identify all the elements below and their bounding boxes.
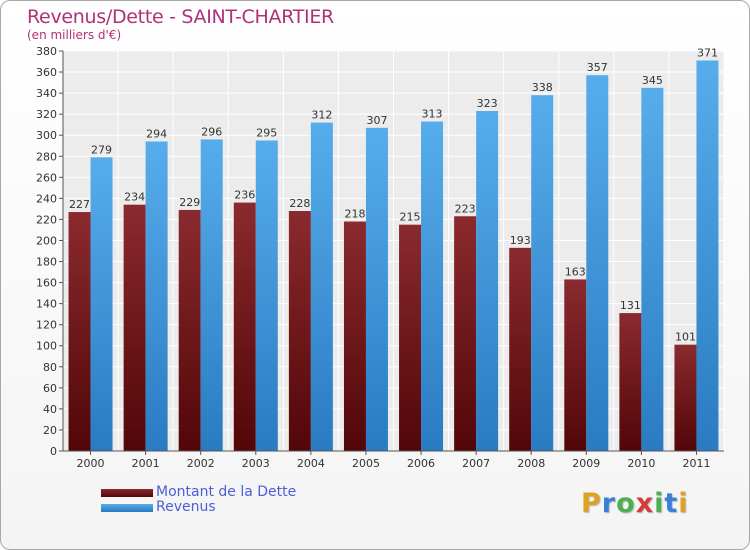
bar-dette [564, 279, 587, 451]
x-tick-label: 2001 [132, 457, 160, 470]
bar-dette [454, 216, 477, 451]
bar-revenus [365, 127, 388, 451]
bar-dette [178, 209, 201, 451]
data-label: 312 [311, 109, 332, 122]
y-tick-label: 280 [36, 150, 57, 163]
bar-dette [68, 212, 91, 451]
data-label: 223 [455, 202, 476, 215]
data-label: 338 [532, 81, 553, 94]
y-tick-label: 320 [36, 108, 57, 121]
bar-dette [619, 313, 642, 451]
data-label: 229 [179, 196, 200, 209]
data-label: 131 [620, 299, 641, 312]
data-label: 307 [366, 114, 387, 127]
data-label: 313 [422, 108, 443, 121]
legend-label-revenus: Revenus [156, 499, 216, 515]
data-label: 228 [289, 197, 310, 210]
bar-revenus [310, 122, 333, 451]
y-tick-label: 200 [36, 234, 57, 247]
y-tick-label: 240 [36, 192, 57, 205]
proxiti-logo: Proxiti [581, 488, 689, 519]
logo-letter: o [616, 488, 636, 519]
logo-letter: t [664, 488, 679, 519]
chart-subtitle: (en milliers d'€) [27, 28, 122, 42]
x-tick-label: 2000 [77, 457, 105, 470]
logo-letter: r [601, 488, 617, 519]
x-tick-label: 2007 [462, 457, 490, 470]
y-tick-label: 260 [36, 171, 57, 184]
data-label: 323 [477, 97, 498, 110]
x-tick-label: 2011 [682, 457, 710, 470]
data-label: 295 [256, 126, 277, 139]
data-label: 227 [69, 198, 90, 211]
x-tick-label: 2003 [242, 457, 270, 470]
data-label: 345 [642, 74, 663, 87]
y-tick-label: 160 [36, 277, 57, 290]
logo-letter: x [635, 488, 655, 519]
y-tick-label: 180 [36, 256, 57, 269]
bar-dette [509, 247, 532, 451]
y-tick-label: 120 [36, 319, 57, 332]
y-tick-label: 360 [36, 66, 57, 79]
y-tick-label: 80 [43, 361, 57, 374]
data-label: 218 [344, 208, 365, 221]
y-tick-label: 140 [36, 298, 57, 311]
bar-revenus [145, 141, 168, 452]
data-label: 296 [201, 125, 222, 138]
x-tick-label: 2005 [352, 457, 380, 470]
logo-letter: P [581, 488, 602, 519]
data-label: 193 [510, 234, 531, 247]
data-label: 294 [146, 128, 167, 141]
logo-letter: i [654, 488, 665, 519]
bar-dette [123, 204, 146, 451]
chart-title: Revenus/Dette - SAINT-CHARTIER [27, 6, 334, 28]
bar-revenus [586, 75, 609, 452]
data-label: 236 [234, 189, 255, 202]
logo-letter: i [678, 488, 689, 519]
x-tick-label: 2006 [407, 457, 435, 470]
bar-revenus [255, 140, 278, 451]
x-tick-label: 2010 [627, 457, 655, 470]
bar-revenus [641, 87, 664, 451]
x-tick-label: 2002 [187, 457, 215, 470]
data-label: 279 [91, 143, 112, 156]
bar-revenus [696, 60, 719, 451]
y-tick-label: 220 [36, 213, 57, 226]
bar-dette [674, 344, 697, 451]
data-label: 101 [675, 331, 696, 344]
data-label: 371 [697, 46, 718, 59]
data-label: 215 [400, 211, 421, 224]
y-tick-label: 380 [36, 45, 57, 58]
y-tick-label: 300 [36, 129, 57, 142]
bar-revenus [200, 139, 223, 451]
legend-swatch-revenus [101, 504, 153, 512]
x-tick-label: 2008 [517, 457, 545, 470]
bar-revenus [421, 121, 444, 452]
y-tick-label: 60 [43, 382, 57, 395]
y-tick-label: 20 [43, 424, 57, 437]
y-tick-label: 340 [36, 87, 57, 100]
legend-label-dette: Montant de la Dette [156, 484, 297, 500]
bar-dette [233, 202, 256, 451]
legend-swatch-dette [101, 489, 153, 497]
y-tick-label: 100 [36, 340, 57, 353]
data-label: 234 [124, 191, 145, 204]
y-tick-label: 0 [50, 445, 57, 458]
data-label: 163 [565, 265, 586, 278]
data-label: 357 [587, 61, 608, 74]
bar-revenus [90, 157, 113, 451]
bar-revenus [531, 95, 554, 452]
y-tick-label: 40 [43, 403, 57, 416]
bar-dette [399, 224, 422, 451]
bar-dette [343, 221, 366, 451]
x-tick-label: 2004 [297, 457, 325, 470]
x-tick-label: 2009 [572, 457, 600, 470]
bar-revenus [476, 111, 499, 451]
bar-dette [288, 211, 311, 451]
